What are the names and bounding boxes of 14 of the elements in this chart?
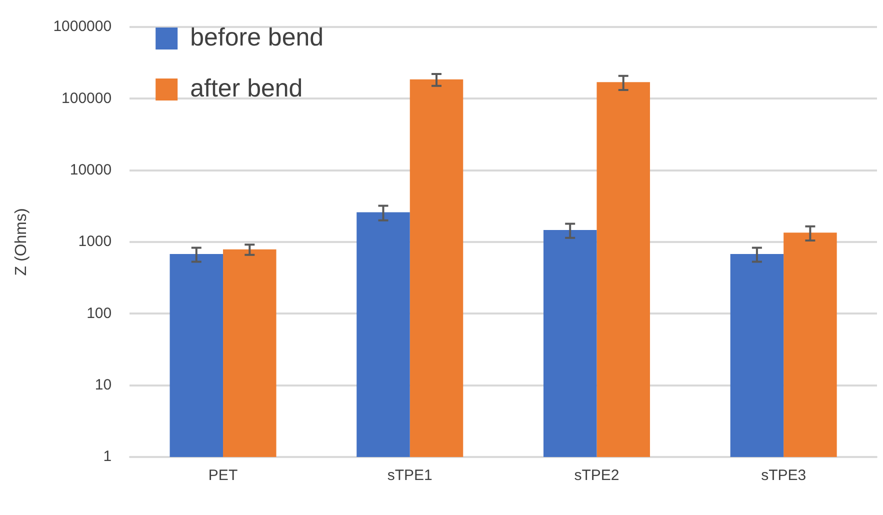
y-tick-label: 100 — [86, 304, 112, 322]
y-tick-label: 100000 — [62, 90, 112, 107]
legend-label: after bend — [190, 74, 303, 102]
x-tick-label: sTPE3 — [761, 467, 806, 484]
y-axis-title: Z (Ohms) — [13, 208, 30, 276]
y-tick-label: 1000000 — [53, 18, 112, 36]
y-tick-label: 1000 — [78, 233, 112, 250]
x-tick-label: sTPE1 — [387, 467, 432, 484]
y-tick-label: 10000 — [70, 161, 112, 178]
x-tick-label: PET — [208, 467, 238, 484]
x-tick-label: sTPE2 — [574, 467, 620, 484]
y-tick-label: 1 — [103, 448, 112, 466]
legend-label: before bend — [190, 23, 324, 52]
y-tick-label: 10 — [94, 376, 112, 394]
